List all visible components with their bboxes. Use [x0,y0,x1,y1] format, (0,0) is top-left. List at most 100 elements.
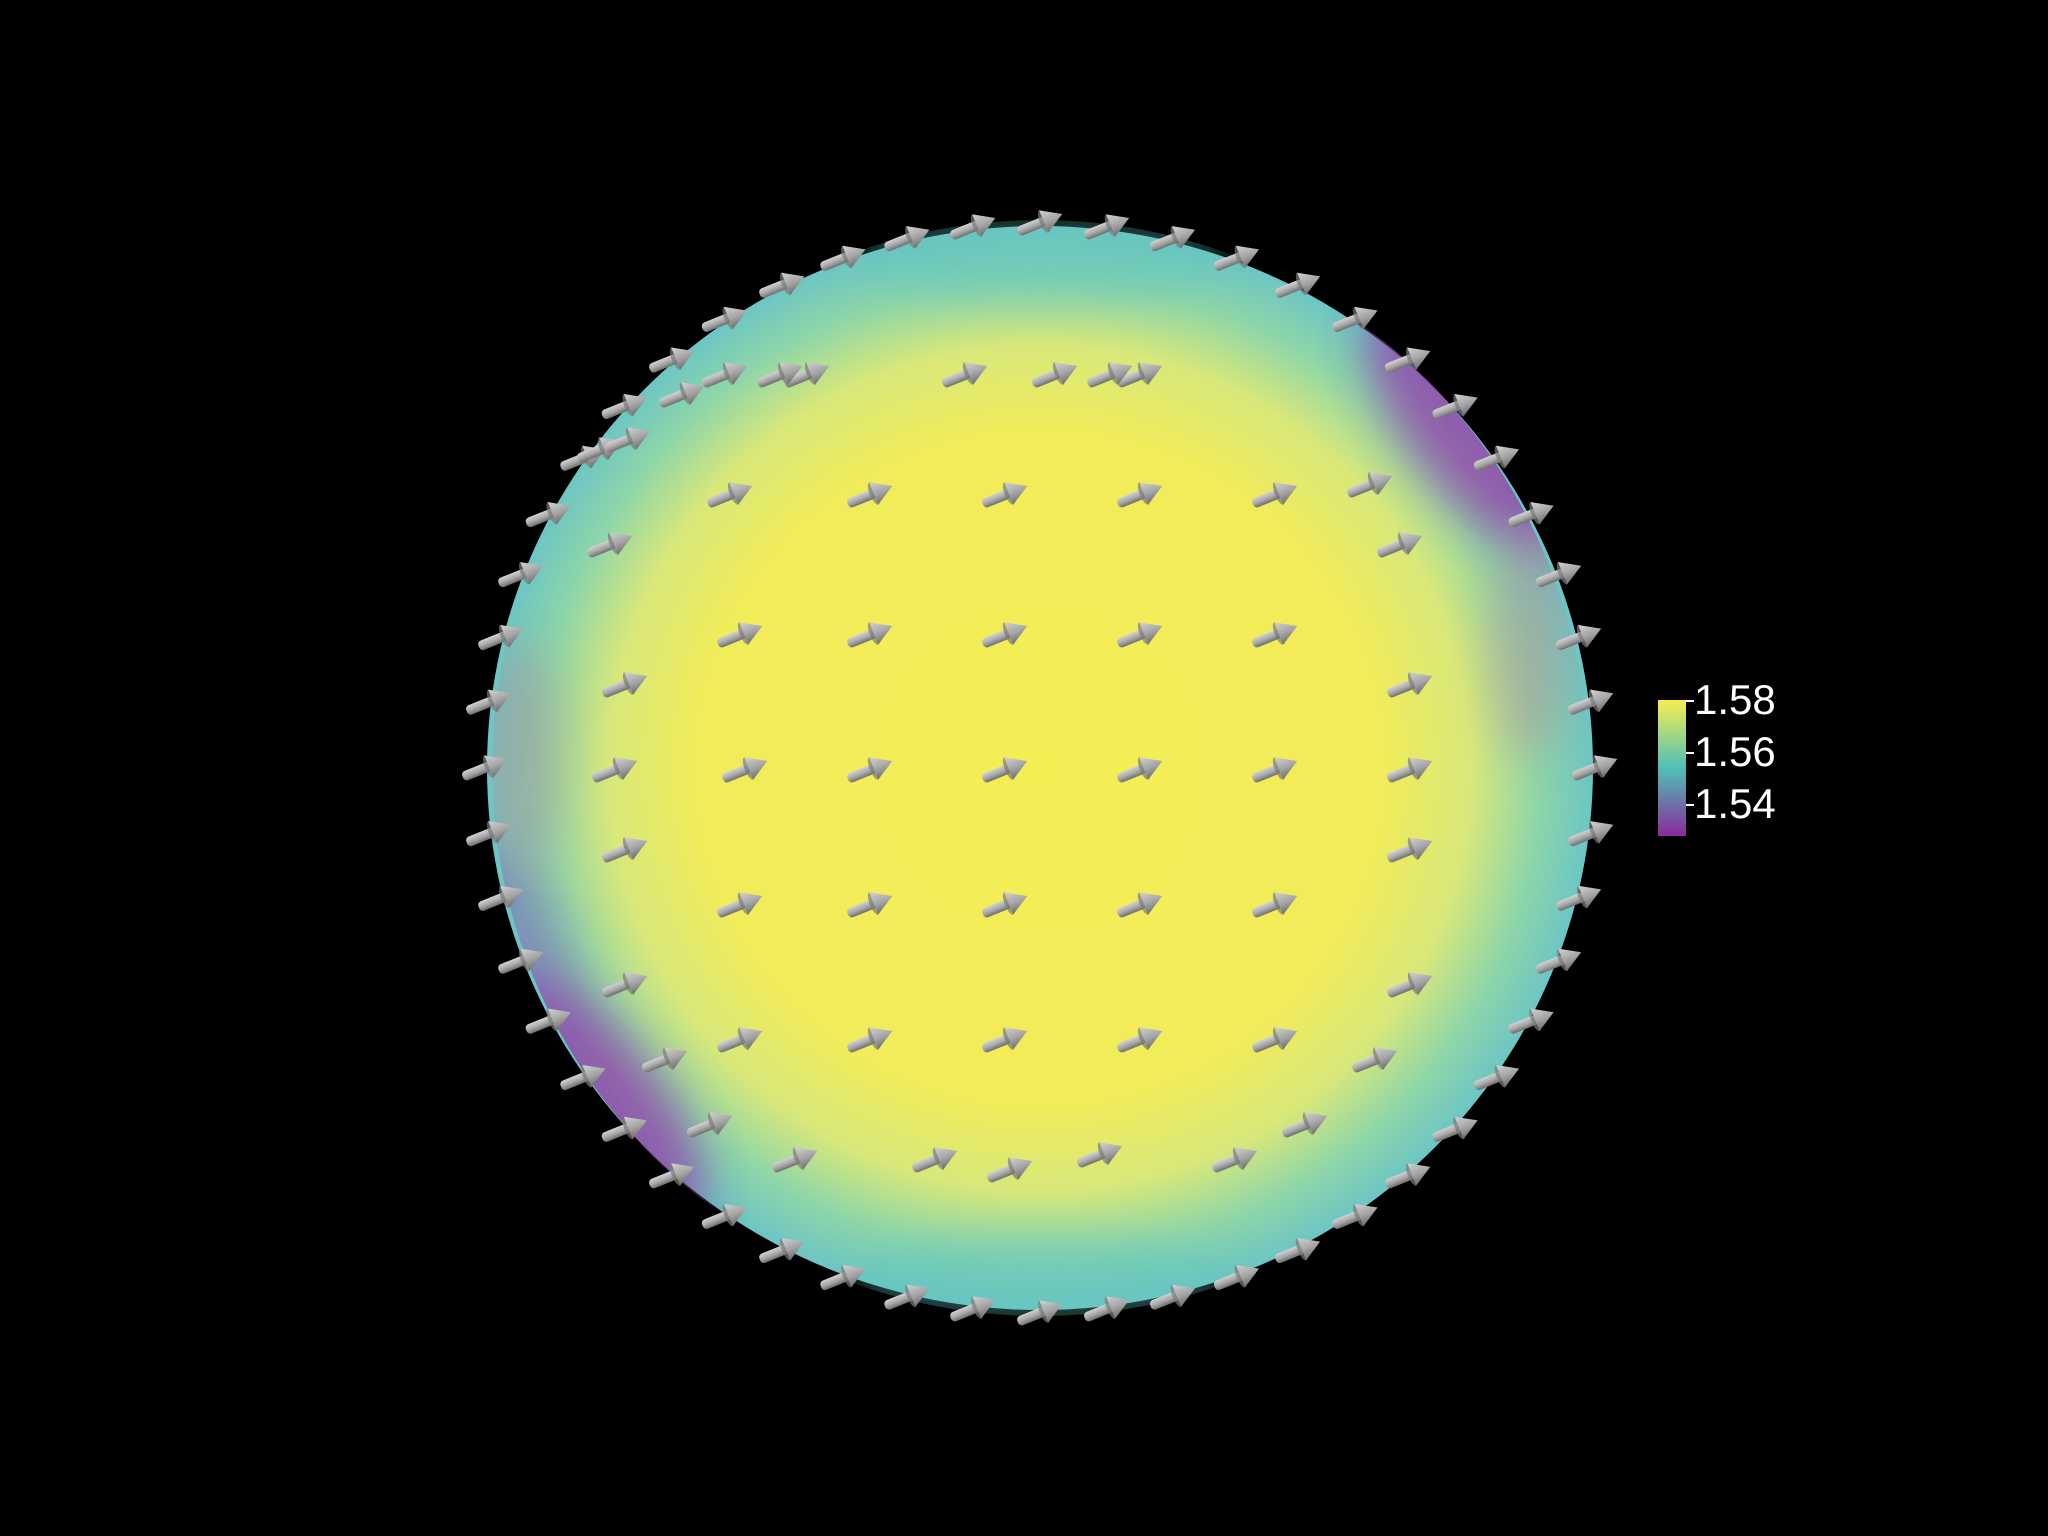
arrow-icon [1385,347,1431,373]
scalar-bar-tick-label-top: 1.58 [1694,676,1776,723]
arrow-icon [1083,214,1130,240]
arrow-icon [601,1116,647,1142]
arrow-icon [1282,1112,1328,1138]
arrow-icon [478,624,524,651]
arrow-icon [602,837,648,863]
arrow-icon [649,1163,695,1189]
arrow-icon [1077,1142,1123,1168]
arrow-icon [820,1264,866,1291]
arrow-icon [1252,757,1298,783]
arrow-icon [717,1027,763,1053]
arrow-icon [592,757,638,783]
arrow-icon [1387,837,1433,863]
arrow-icon [942,362,988,388]
arrow-icon [1213,1264,1260,1291]
scalar-bar-tick-label-mid: 1.56 [1694,728,1776,775]
arrow-icon [605,427,651,453]
arrow-icon [884,1284,930,1310]
arrow-icon [757,362,803,388]
arrow-icon [659,382,705,408]
arrow-icon [1032,362,1078,388]
arrow-icon [1252,892,1298,918]
arrow-icon [820,245,866,271]
arrow-icon [1274,1237,1321,1264]
arrow-icon [1117,757,1163,783]
arrow-icon [1568,820,1614,847]
arrow-icon [701,1203,747,1229]
arrow-icon [1274,272,1321,298]
arrow-icon [1555,624,1602,651]
arrow-icon [1017,210,1063,236]
arrow-icon [987,1157,1033,1183]
arrow-icon [1508,501,1554,528]
arrow-icon [1473,1064,1520,1091]
arrow-icon [1332,1203,1378,1229]
arrow-icon [847,757,893,783]
arrow-icon [1117,482,1163,508]
arrow-icon [525,501,571,528]
arrow-icon [1087,362,1133,388]
arrow-icon [847,622,893,648]
arrow-icon [847,1027,893,1053]
arrow-icon [1213,245,1260,271]
arrow-icon [1473,445,1520,471]
arrow-icon [602,972,648,998]
arrow-icon [1508,1008,1554,1034]
arrow-icon [982,622,1028,648]
arrow-icon [982,1027,1028,1053]
arrow-icon [1017,1300,1063,1326]
arrow-icon [601,393,647,420]
arrow-icon [1332,306,1378,332]
arrow-icon [759,1237,805,1264]
arrow-icon [912,1147,958,1173]
arrow-icon [1212,1147,1258,1173]
arrow-icon [1252,482,1298,508]
arrow-icon [1568,689,1614,715]
arrow-icon [602,672,648,698]
arrow-icon [587,532,633,558]
arrow-icon [1117,622,1163,648]
scalar-bar-tick-label-bottom: 1.54 [1694,780,1776,827]
arrow-icon [717,622,763,648]
arrow-icon [466,689,512,715]
scalar-bar-tick-mark [1686,752,1694,754]
arrow-icon [982,892,1028,918]
arrow-icon [1555,885,1602,911]
arrow-icon [707,482,753,508]
arrow-icon [1252,622,1298,648]
arrow-icon [1432,1116,1478,1142]
arrow-icon [466,820,512,847]
scalar-bar-tick-mark [1686,700,1694,702]
arrow-icon [1535,948,1582,974]
arrow-icon [784,362,830,388]
arrow-icon [1387,672,1433,698]
arrow-icon [722,757,768,783]
arrow-icon [1083,1296,1130,1322]
scalar-bar [1658,700,1686,836]
arrow-icon [1385,1163,1431,1189]
arrow-icon [1252,1027,1298,1053]
arrow-icon [982,757,1028,783]
arrow-icon [1387,972,1433,998]
arrow-icon [498,561,544,588]
arrow-icon [847,892,893,918]
arrow-icon [1535,561,1582,588]
arrow-icon [525,1008,571,1034]
arrow-icon [1149,226,1196,252]
arrow-icon [1572,755,1618,781]
arrow-icon [950,1296,996,1322]
arrow-glyphs [462,210,1618,1326]
arrow-icon [478,885,524,911]
arrow-icon [701,306,747,332]
arrow-icon [462,755,508,781]
arrow-icon [1149,1284,1196,1310]
arrow-icon [687,1112,733,1138]
arrow-icon [702,362,748,388]
arrow-icon [1432,393,1478,420]
arrow-icon [560,1064,606,1091]
arrow-icon [649,347,695,373]
arrow-icon [1347,472,1393,498]
arrow-icon [642,1047,688,1073]
arrow-icon [717,892,763,918]
